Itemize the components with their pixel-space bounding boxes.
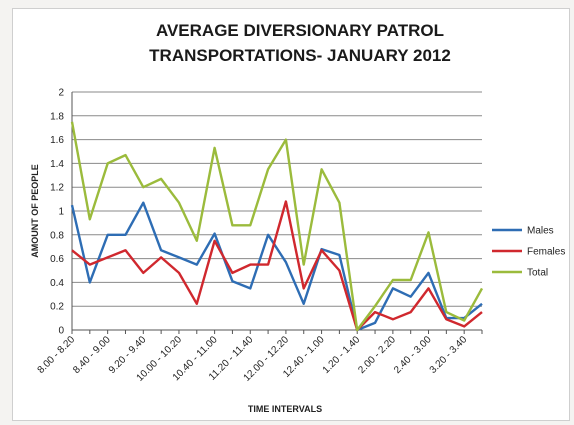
y-tick-label: 1.8 [50,111,64,122]
y-tick-label: 1.4 [50,159,64,170]
series-line-females [71,200,483,332]
chart-title-line-1: AVERAGE DIVERSIONARY PATROL [155,21,445,40]
series-line-total [70,121,484,332]
legend-label-total: Total [527,268,548,279]
x-axis-title: TIME INTERVALS [248,404,322,414]
axes [71,92,483,334]
y-tick-label: 2 [58,88,64,99]
y-tick-label: 1.2 [50,183,64,194]
chart-title: AVERAGE DIVERSIONARY PATROL TRANSPORTATI… [60,18,540,68]
legend-label-males: Males [527,226,554,237]
y-tick-label: 1.6 [50,135,64,146]
x-tick-label: 2.00 - 2.20 [356,334,398,376]
chart-frame [12,8,570,421]
x-tick-label: 8.00 - 8.20 [36,334,78,376]
y-tick-label: 0 [58,326,64,337]
series-line-males [70,201,483,332]
x-tick-label: 2.40 - 3.00 [392,334,434,376]
y-tick-label: 0.4 [50,278,64,289]
legend: Males Females Total [492,226,565,279]
x-tick-label: 8.40 - 9.00 [71,334,113,376]
legend-label-females: Females [527,247,565,258]
x-tick-label: 3.20 - 3.40 [428,334,470,376]
gridlines [72,91,482,307]
y-tick-label: 0.2 [50,302,64,313]
series-lines [70,121,484,332]
y-tick-label: 0.8 [50,230,64,241]
chart-title-line-2: TRANSPORTATIONS- JANUARY 2012 [149,46,451,65]
y-tick-labels: 0 0.2 0.4 0.6 0.8 1 1.2 1.4 1.6 1.8 2 [50,88,64,337]
x-tick-label: 1.20 - 1.40 [321,334,363,376]
y-tick-label: 0.6 [50,254,64,265]
y-tick-label: 1 [58,207,64,218]
y-axis-title: AMOUNT OF PEOPLE [30,164,40,258]
